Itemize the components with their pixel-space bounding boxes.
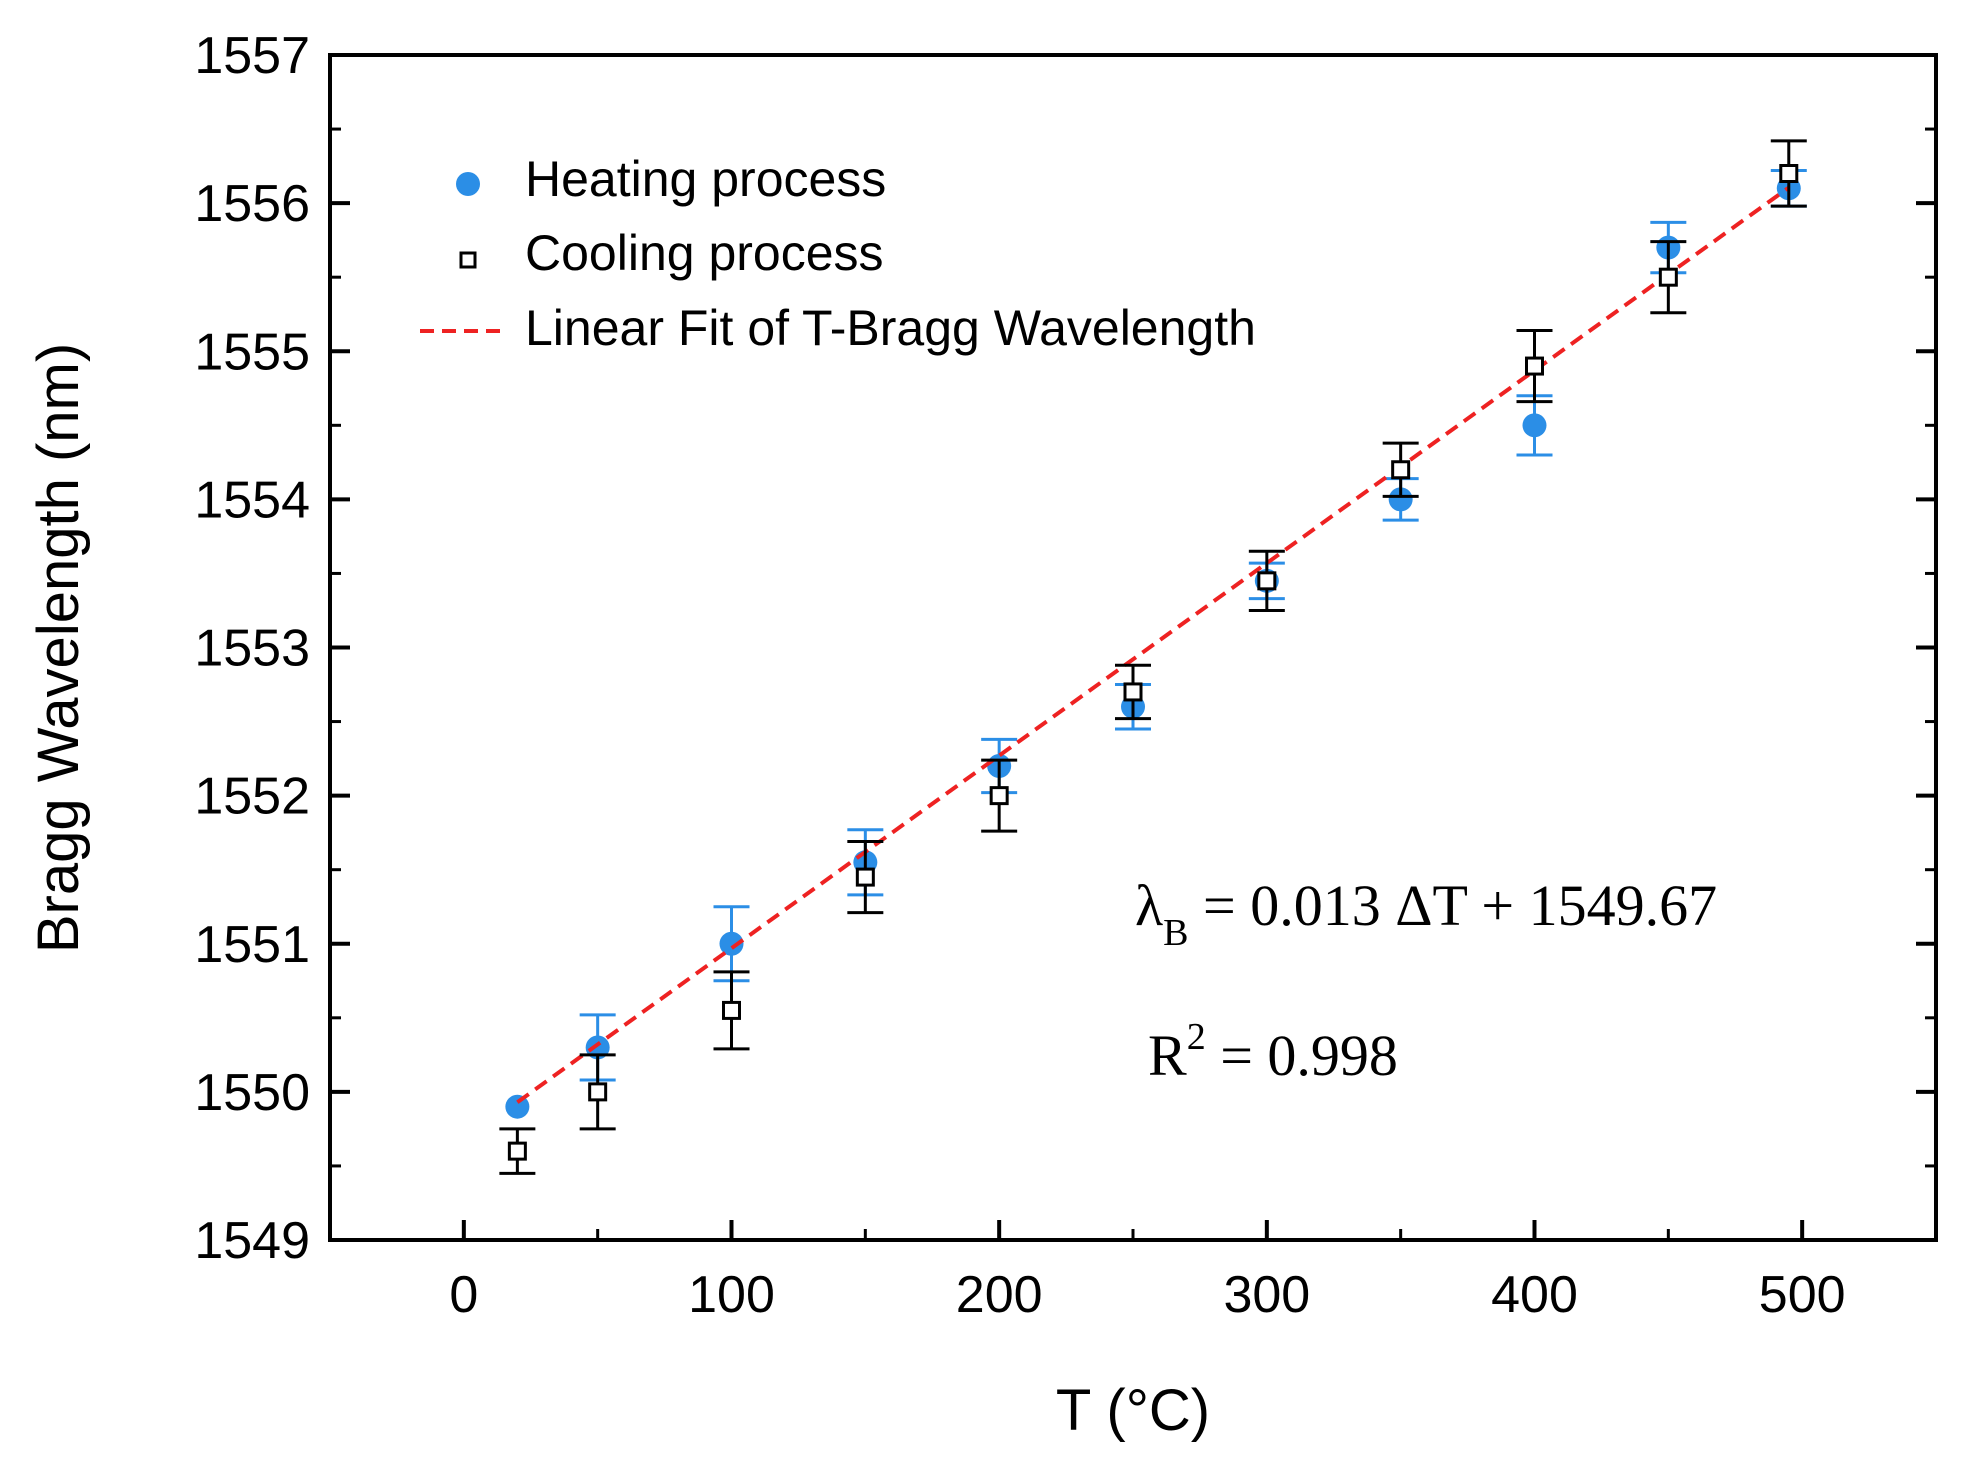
y-tick-label: 1556 (194, 175, 310, 233)
x-axis-title: T (°C) (1056, 1378, 1210, 1443)
cooling-point (1525, 356, 1544, 376)
cooling-point (1257, 571, 1277, 591)
x-tick-label: 400 (1491, 1266, 1578, 1324)
equation-rest: = 0.013 ΔT + 1549.67 (1188, 873, 1717, 938)
y-tick-label: 1553 (194, 620, 310, 678)
legend: Heating process Cooling process Linear F… (420, 151, 1256, 356)
y-tick-label: 1552 (194, 768, 310, 826)
heating-point (719, 931, 744, 956)
fit-line (516, 185, 1790, 1104)
r2-superscript: 2 (1187, 1016, 1206, 1058)
y-tick-label: 1551 (194, 916, 310, 974)
y-tick-label: 1557 (194, 27, 310, 85)
legend-label-cooling: Cooling process (525, 225, 884, 281)
r-squared: R2 = 0.998 (1148, 1016, 1398, 1088)
x-tick-label: 100 (688, 1266, 775, 1324)
equation-subscript: B (1163, 912, 1188, 954)
cooling-point (507, 1141, 527, 1161)
legend-marker-heating (456, 172, 480, 196)
cooling-point (1658, 267, 1678, 287)
cooling-point (1779, 164, 1799, 183)
r2-base: R (1148, 1023, 1187, 1088)
cooling-point (855, 867, 875, 887)
x-tick-label: 300 (1223, 1266, 1310, 1324)
y-tick-label: 1549 (194, 1212, 310, 1270)
heating-point (505, 1094, 530, 1119)
y-tick-label: 1555 (194, 323, 310, 381)
r2-rest: = 0.998 (1206, 1023, 1398, 1088)
legend-label-fit: Linear Fit of T-Bragg Wavelength (525, 300, 1256, 356)
legend-marker-cooling (459, 251, 477, 269)
marks-layer (499, 139, 1807, 1175)
legend-label-heating: Heating process (525, 151, 886, 207)
y-tick-label: 1550 (194, 1064, 310, 1122)
heating-point (1388, 487, 1413, 512)
cooling-point (722, 1000, 741, 1020)
heating-point (1522, 413, 1547, 438)
x-tick-label: 500 (1759, 1266, 1846, 1324)
equation-lambda: λ (1135, 873, 1163, 938)
cooling-point (1123, 682, 1143, 702)
ticks-layer: 0 100 200 300 400 500 1549 1550 1551 1552 1553 1554… (194, 27, 1936, 1324)
cooling-point (1391, 460, 1411, 480)
x-tick-label: 200 (956, 1266, 1043, 1324)
y-tick-label: 1554 (194, 471, 310, 529)
cooling-point (588, 1082, 608, 1102)
cooling-point (989, 786, 1009, 806)
fit-equation: λB = 0.013 ΔT + 1549.67 (1135, 873, 1717, 954)
x-tick-label: 0 (449, 1266, 478, 1324)
y-axis-title: Bragg Wavelength (nm) (26, 343, 91, 953)
